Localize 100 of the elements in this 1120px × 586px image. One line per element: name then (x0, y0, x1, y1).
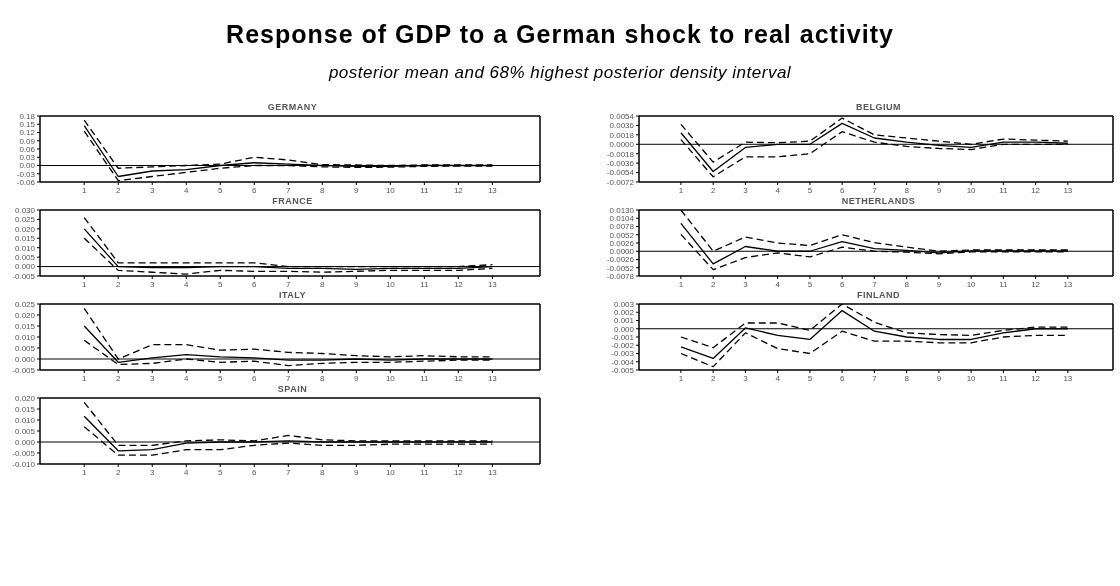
y-tick-label: 0.005 (14, 252, 36, 262)
x-tick-label: 7 (286, 373, 292, 383)
y-tick-label: -0.0036 (606, 158, 635, 168)
x-tick-label: 1 (81, 185, 87, 195)
x-tick-label: 11 (420, 279, 430, 289)
x-tick-label: 9 (354, 279, 360, 289)
x-tick-label: 4 (775, 279, 781, 289)
x-tick-label: 3 (150, 185, 156, 195)
y-tick-label: 0.020 (14, 310, 36, 320)
x-tick-label: 7 (286, 185, 292, 195)
y-tick-label: 0.00 (19, 161, 36, 171)
x-tick-label: 3 (743, 185, 749, 195)
y-tick-label: 0.12 (19, 128, 36, 138)
x-tick-label: 5 (218, 185, 224, 195)
x-tick-label: 10 (966, 279, 977, 289)
x-tick-label: 9 (936, 279, 942, 289)
x-tick-label: 5 (807, 185, 813, 195)
x-tick-label: 4 (775, 373, 781, 383)
x-tick-label: 4 (184, 185, 190, 195)
x-tick-label: 5 (218, 467, 224, 477)
x-tick-label: 5 (807, 373, 813, 383)
y-tick-label: 0.0104 (609, 214, 635, 224)
y-tick-label: 0.18 (19, 111, 36, 121)
y-tick-label: -0.005 (611, 365, 635, 375)
x-tick-label: 2 (116, 373, 121, 383)
chart-title: ITALY (278, 290, 307, 300)
y-tick-label: -0.0026 (606, 255, 635, 265)
y-tick-label: 0.020 (14, 393, 36, 403)
y-tick-label: -0.005 (12, 448, 36, 458)
y-tick-label: 0.000 (14, 437, 36, 447)
x-tick-label: 8 (320, 467, 326, 477)
y-tick-label: -0.003 (611, 349, 635, 359)
x-tick-label: 2 (116, 467, 121, 477)
y-tick-label: 0.030 (14, 205, 36, 215)
y-tick-label: 0.010 (14, 332, 36, 342)
x-tick-label: 13 (487, 467, 498, 477)
chart-title: SPAIN (276, 384, 309, 394)
x-tick-label: 8 (320, 279, 326, 289)
x-tick-label: 13 (1063, 373, 1073, 383)
chart-title: FINLAND (856, 290, 901, 300)
y-tick-label: 0.002 (613, 308, 635, 318)
x-tick-label: 9 (354, 373, 360, 383)
y-tick-label: 0.06 (19, 144, 36, 154)
x-tick-label: 2 (116, 279, 121, 289)
x-tick-label: 1 (81, 279, 87, 289)
y-tick-label: 0.0078 (609, 222, 635, 232)
y-tick-label: 0.15 (19, 120, 36, 130)
x-tick-label: 8 (904, 373, 910, 383)
x-tick-label: 6 (839, 279, 845, 289)
x-tick-label: 2 (710, 279, 716, 289)
x-tick-label: 12 (453, 185, 464, 195)
y-tick-label: -0.06 (16, 177, 36, 187)
x-tick-label: 11 (999, 279, 1009, 289)
x-tick-label: 6 (839, 373, 845, 383)
x-tick-label: 10 (966, 373, 977, 383)
text: Response of GDP to a German shock to real activity (225, 20, 895, 49)
x-tick-label: 4 (184, 279, 190, 289)
text: posterior mean and 68% highest posterior density interval (327, 63, 793, 83)
x-tick-label: 12 (453, 279, 464, 289)
x-tick-label: 3 (743, 279, 749, 289)
x-tick-label: 13 (1063, 185, 1073, 195)
x-tick-label: 2 (116, 185, 121, 195)
chart-title: FRANCE (271, 196, 314, 206)
x-tick-label: 4 (775, 185, 781, 195)
y-tick-label: -0.0054 (606, 168, 635, 178)
x-tick-label: 3 (150, 279, 156, 289)
x-tick-label: 10 (385, 467, 396, 477)
x-tick-label: 6 (252, 373, 258, 383)
y-tick-label: -0.010 (12, 459, 36, 469)
y-tick-label: 0.09 (19, 136, 36, 146)
y-tick-label: 0.0036 (609, 121, 635, 131)
x-tick-label: 7 (286, 279, 292, 289)
x-tick-label: 2 (710, 373, 716, 383)
x-tick-label: 1 (678, 373, 684, 383)
y-tick-label: 0.025 (14, 299, 36, 309)
x-tick-label: 8 (904, 279, 910, 289)
x-tick-label: 12 (453, 467, 464, 477)
x-tick-label: 11 (999, 373, 1009, 383)
y-tick-label: 0.0052 (609, 230, 635, 240)
x-tick-label: 13 (1063, 279, 1073, 289)
x-tick-label: 8 (320, 373, 326, 383)
x-tick-label: 7 (872, 279, 878, 289)
y-tick-label: 0.010 (14, 243, 36, 253)
x-tick-label: 11 (999, 185, 1009, 195)
x-tick-label: 8 (904, 185, 910, 195)
x-tick-label: 7 (872, 373, 878, 383)
x-tick-label: 7 (872, 185, 878, 195)
x-tick-label: 3 (743, 373, 749, 383)
x-tick-label: 7 (286, 467, 292, 477)
x-tick-label: 13 (487, 373, 498, 383)
x-tick-label: 10 (385, 185, 396, 195)
y-tick-label: 0.015 (14, 321, 36, 331)
x-tick-label: 13 (487, 279, 498, 289)
chart-title: BELGIUM (855, 102, 902, 112)
y-tick-label: -0.0078 (606, 271, 635, 281)
y-tick-label: 0.0000 (609, 247, 635, 257)
y-tick-label: -0.0018 (606, 149, 635, 159)
x-tick-label: 1 (81, 467, 87, 477)
y-tick-label: 0.000 (14, 262, 36, 272)
x-tick-label: 12 (1031, 373, 1041, 383)
